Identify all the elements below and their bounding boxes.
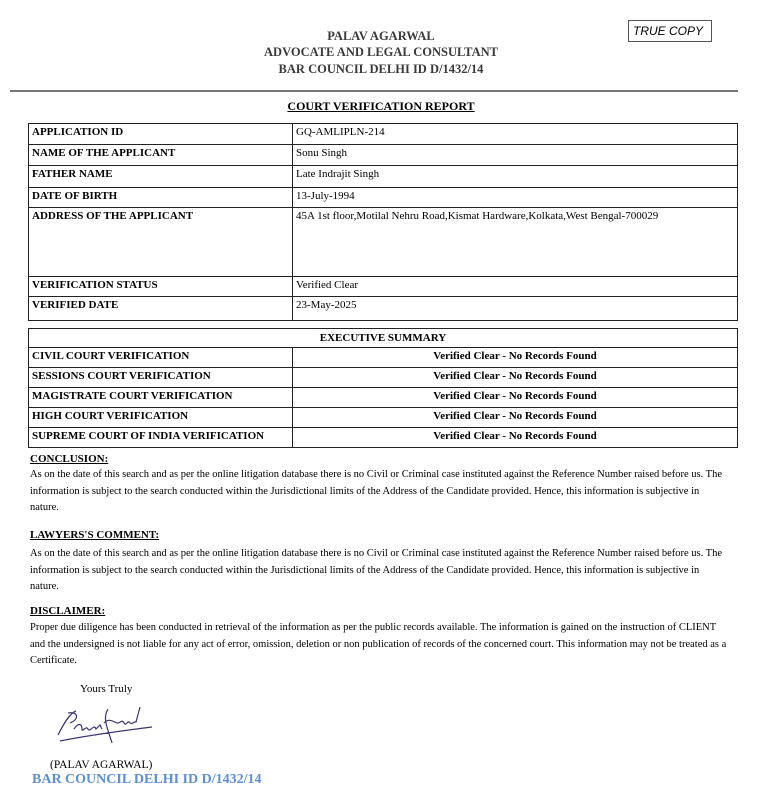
court-label: HIGH COURT VERIFICATION (28, 407, 293, 428)
field-value: 23-May-2025 (292, 296, 738, 321)
court-label: MAGISTRATE COURT VERIFICATION (28, 387, 293, 408)
closing: Yours Truly (80, 683, 133, 695)
comment-heading: LAWYERS'S COMMENT: (30, 529, 160, 541)
field-value: GQ-AMLIPLN-214 (292, 123, 738, 145)
comment-text: As on the date of this search and as per… (30, 548, 723, 592)
table-row: FATHER NAME Late Indrajit Singh (28, 165, 738, 188)
table-row: APPLICATION ID GQ-AMLIPLN-214 (28, 123, 738, 145)
table-row: NAME OF THE APPLICANT Sonu Singh (28, 144, 738, 166)
disclaimer-text: Proper due diligence has been conducted … (30, 622, 727, 666)
court-label: SUPREME COURT OF INDIA VERIFICATION (28, 427, 293, 448)
advocate-name: PALAV AGARWAL (327, 29, 435, 43)
table-row: SESSIONS COURT VERIFICATION Verified Clea… (28, 367, 738, 388)
court-result: Verified Clear - No Records Found (292, 387, 738, 408)
field-value: 45A 1st floor,Motilal Nehru Road,Kismat … (292, 207, 738, 277)
field-value: Verified Clear (292, 276, 738, 297)
table-row: DATE OF BIRTH 13-July-1994 (28, 187, 738, 208)
court-label: SESSIONS COURT VERIFICATION (28, 367, 293, 388)
table-row: ADDRESS OF THE APPLICANT 45A 1st floor,Mo… (28, 207, 738, 277)
field-label: VERIFIED DATE (28, 296, 293, 321)
field-label: FATHER NAME (28, 165, 293, 188)
disclaimer-heading: DISCLAIMER: (30, 605, 106, 617)
court-result: Verified Clear - No Records Found (292, 427, 738, 448)
field-label: ADDRESS OF THE APPLICANT (28, 207, 293, 277)
header-divider (10, 90, 738, 92)
table-row: VERIFICATION STATUS Verified Clear (28, 276, 738, 297)
report-title: COURT VERIFICATION REPORT (287, 99, 475, 113)
field-label: APPLICATION ID (28, 123, 293, 145)
table-row: VERIFIED DATE 23-May-2025 (28, 296, 738, 321)
table-row: SUPREME COURT OF INDIA VERIFICATION Verif… (28, 427, 738, 448)
true-copy-stamp: TRUE COPY (628, 20, 712, 42)
field-value: Sonu Singh (292, 144, 738, 166)
table-row: HIGH COURT VERIFICATION Verified Clear - … (28, 407, 738, 428)
field-label: DATE OF BIRTH (28, 187, 293, 208)
advocate-bar-id: BAR COUNCIL DELHI ID D/1432/14 (278, 62, 484, 76)
table-row: MAGISTRATE COURT VERIFICATION Verified Cl… (28, 387, 738, 408)
field-label: VERIFICATION STATUS (28, 276, 293, 297)
executive-summary-table: EXECUTIVE SUMMARY CIVIL COURT VERIFICATI… (28, 328, 738, 448)
court-result: Verified Clear - No Records Found (292, 367, 738, 388)
signatory-bar-id: BAR COUNCIL DELHI ID D/1432/14 (32, 772, 262, 787)
court-result: Verified Clear - No Records Found (292, 407, 738, 428)
field-label: NAME OF THE APPLICANT (28, 144, 293, 166)
court-result: Verified Clear - No Records Found (292, 347, 738, 368)
advocate-role: ADVOCATE AND LEGAL CONSULTANT (264, 45, 498, 59)
table-row: CIVIL COURT VERIFICATION Verified Clear -… (28, 347, 738, 368)
applicant-details-table: APPLICATION ID GQ-AMLIPLN-214 NAME OF THE… (28, 123, 738, 321)
field-value: 13-July-1994 (292, 187, 738, 208)
signature-image (57, 706, 153, 744)
conclusion-text: As on the date of this search and as per… (30, 469, 723, 513)
field-value: Late Indrajit Singh (292, 165, 738, 188)
signatory-name: (PALAV AGARWAL) (50, 759, 153, 771)
court-label: CIVIL COURT VERIFICATION (28, 347, 293, 368)
summary-heading: EXECUTIVE SUMMARY (28, 328, 738, 348)
conclusion-heading: CONCLUSION: (30, 453, 109, 465)
